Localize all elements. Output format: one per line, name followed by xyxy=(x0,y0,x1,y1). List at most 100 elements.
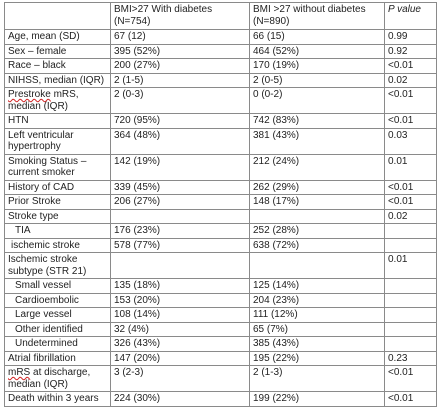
cell-with-diabetes: 32 (4%) xyxy=(110,321,250,337)
cell-with-diabetes: 2 (0-3) xyxy=(110,87,250,114)
header-cell-with-diabetes: BMI>27 With diabetes (N=754) xyxy=(110,2,250,30)
table-row: HTN 720 (95%) 742 (83%) <0.01 xyxy=(4,113,437,129)
cell-with-diabetes xyxy=(110,252,250,279)
cell-without-diabetes: 111 (12%) xyxy=(249,307,385,323)
cell-p-value: 0.03 xyxy=(384,127,437,155)
row-label: Ischemic stroke subtype (STR 21) xyxy=(4,252,111,279)
table-row: Left ventricular hypertrophy 364 (48%) 3… xyxy=(4,127,437,155)
cell-without-diabetes: 638 (72%) xyxy=(249,237,385,253)
cell-p-value: 0.23 xyxy=(384,350,437,366)
cell-without-diabetes: 195 (22%) xyxy=(249,350,385,366)
spellcheck-word: mRS xyxy=(8,367,31,378)
table-row: Stroke type 0.02 xyxy=(4,208,437,224)
cell-with-diabetes: 2 (1-5) xyxy=(110,72,250,88)
cell-with-diabetes xyxy=(110,208,250,224)
baseline-characteristics-table: BMI>27 With diabetes (N=754) BMI >27 wit… xyxy=(4,2,437,407)
cell-with-diabetes: 67 (12) xyxy=(110,29,250,45)
table-row: History of CAD 339 (45%) 262 (29%) <0.01 xyxy=(4,179,437,195)
cell-p-value xyxy=(384,292,437,308)
table-row: mRS at discharge, median (IQR) 3 (2-3) 2… xyxy=(4,365,437,392)
cell-without-diabetes: 385 (43%) xyxy=(249,336,385,352)
table-row: Cardioembolic 153 (20%) 204 (23%) xyxy=(4,292,437,308)
cell-p-value xyxy=(384,237,437,253)
spellcheck-word: Prestroke xyxy=(8,89,51,100)
cell-with-diabetes: 176 (23%) xyxy=(110,223,250,239)
cell-p-value xyxy=(384,223,437,239)
cell-without-diabetes: 381 (43%) xyxy=(249,127,385,155)
cell-without-diabetes: 464 (52%) xyxy=(249,43,385,59)
table-row: ischemic stroke 578 (77%) 638 (72%) xyxy=(4,237,437,253)
table-row: Large vessel 108 (14%) 111 (12%) xyxy=(4,307,437,323)
cell-without-diabetes: 66 (15) xyxy=(249,29,385,45)
cell-without-diabetes xyxy=(249,252,385,279)
cell-with-diabetes: 720 (95%) xyxy=(110,113,250,129)
cell-p-value: 0.02 xyxy=(384,72,437,88)
cell-with-diabetes: 224 (30%) xyxy=(110,391,250,407)
cell-p-value: <0.01 xyxy=(384,391,437,407)
cell-without-diabetes: 262 (29%) xyxy=(249,179,385,195)
row-label-indented: Large vessel xyxy=(4,307,111,323)
row-label-indented: Small vessel xyxy=(4,278,111,294)
cell-p-value: <0.01 xyxy=(384,194,437,210)
table-row: Small vessel 135 (18%) 125 (14%) xyxy=(4,278,437,294)
row-label: Stroke type xyxy=(4,208,111,224)
cell-without-diabetes: 148 (17%) xyxy=(249,194,385,210)
table-row: Prior Stroke 206 (27%) 148 (17%) <0.01 xyxy=(4,194,437,210)
cell-with-diabetes: 108 (14%) xyxy=(110,307,250,323)
cell-without-diabetes: 170 (19%) xyxy=(249,58,385,74)
cell-p-value: <0.01 xyxy=(384,179,437,195)
row-label-indented: ischemic stroke xyxy=(4,237,111,253)
row-label: Sex – female xyxy=(4,43,111,59)
table-row: Other identified 32 (4%) 65 (7%) xyxy=(4,321,437,337)
table-row: Age, mean (SD) 67 (12) 66 (15) 0.99 xyxy=(4,29,437,45)
cell-p-value xyxy=(384,307,437,323)
cell-without-diabetes: 742 (83%) xyxy=(249,113,385,129)
cell-with-diabetes: 153 (20%) xyxy=(110,292,250,308)
row-label: mRS at discharge, median (IQR) xyxy=(4,365,111,392)
cell-without-diabetes: 252 (28%) xyxy=(249,223,385,239)
table-row: TIA 176 (23%) 252 (28%) xyxy=(4,223,437,239)
cell-without-diabetes: 204 (23%) xyxy=(249,292,385,308)
cell-without-diabetes: 2 (0-5) xyxy=(249,72,385,88)
row-label: History of CAD xyxy=(4,179,111,195)
header-cell-p-value: P value xyxy=(384,2,437,30)
cell-without-diabetes: 125 (14%) xyxy=(249,278,385,294)
table-row: NIHSS, median (IQR) 2 (1-5) 2 (0-5) 0.02 xyxy=(4,72,437,88)
cell-without-diabetes: 0 (0-2) xyxy=(249,87,385,114)
cell-without-diabetes: 199 (22%) xyxy=(249,391,385,407)
row-label-indented: Undetermined xyxy=(4,336,111,352)
cell-p-value xyxy=(384,321,437,337)
row-label: Race – black xyxy=(4,58,111,74)
cell-p-value: <0.01 xyxy=(384,365,437,392)
cell-p-value xyxy=(384,278,437,294)
table-header-row: BMI>27 With diabetes (N=754) BMI >27 wit… xyxy=(4,2,437,30)
cell-with-diabetes: 135 (18%) xyxy=(110,278,250,294)
cell-p-value: 0.92 xyxy=(384,43,437,59)
cell-p-value: <0.01 xyxy=(384,113,437,129)
cell-with-diabetes: 339 (45%) xyxy=(110,179,250,195)
table-row: Sex – female 395 (52%) 464 (52%) 0.92 xyxy=(4,43,437,59)
row-label: Death within 3 years xyxy=(4,391,111,407)
cell-with-diabetes: 200 (27%) xyxy=(110,58,250,74)
cell-p-value: 0.99 xyxy=(384,29,437,45)
cell-without-diabetes: 65 (7%) xyxy=(249,321,385,337)
row-label: HTN xyxy=(4,113,111,129)
row-label: Atrial fibrillation xyxy=(4,350,111,366)
cell-with-diabetes: 364 (48%) xyxy=(110,127,250,155)
cell-with-diabetes: 326 (43%) xyxy=(110,336,250,352)
row-label: Prior Stroke xyxy=(4,194,111,210)
row-label-rest: mRS, median (IQR) xyxy=(8,89,79,112)
row-label: Left ventricular hypertrophy xyxy=(4,127,111,155)
table-row: Death within 3 years 224 (30%) 199 (22%)… xyxy=(4,391,437,407)
table-row: Race – black 200 (27%) 170 (19%) <0.01 xyxy=(4,58,437,74)
table-row: Undetermined 326 (43%) 385 (43%) xyxy=(4,336,437,352)
row-label-indented: Other identified xyxy=(4,321,111,337)
row-label: Prestroke mRS, median (IQR) xyxy=(4,87,111,114)
cell-without-diabetes: 2 (1-3) xyxy=(249,365,385,392)
cell-with-diabetes: 3 (2-3) xyxy=(110,365,250,392)
cell-p-value: 0.02 xyxy=(384,208,437,224)
cell-p-value: 0.01 xyxy=(384,252,437,279)
row-label-indented: Cardioembolic xyxy=(4,292,111,308)
cell-p-value xyxy=(384,336,437,352)
